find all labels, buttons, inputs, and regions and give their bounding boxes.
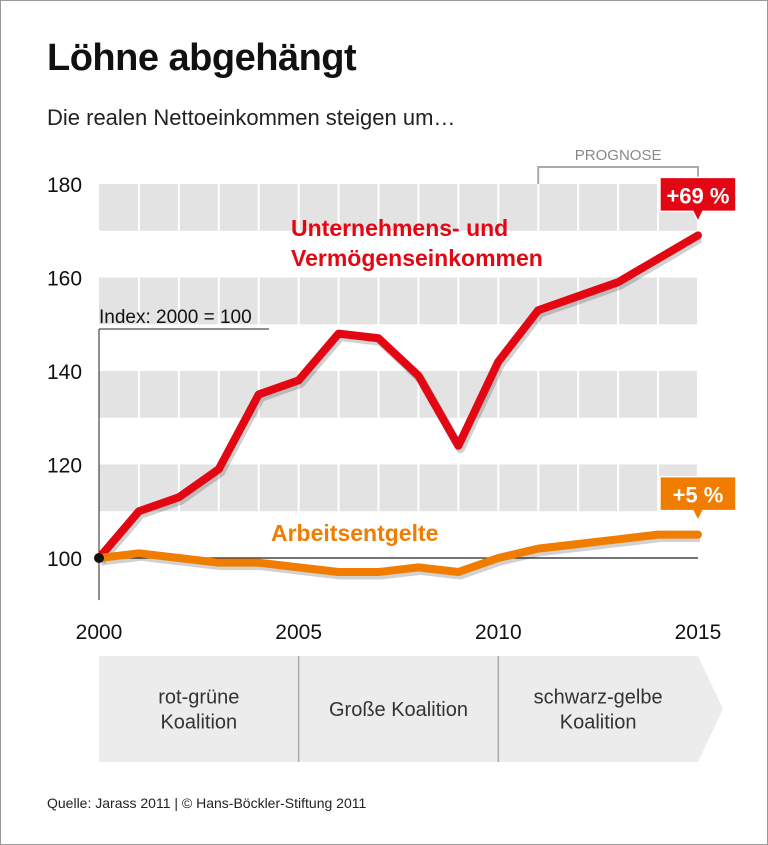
line-chart: Index: 2000 = 100 PROGNOSE 100 120 140 160 180… bbox=[47, 147, 737, 762]
grid-band bbox=[99, 184, 698, 231]
period-label: Große Koalition bbox=[329, 699, 468, 721]
x-tick-label: 2000 bbox=[76, 621, 123, 644]
end-label-badge bbox=[659, 176, 737, 224]
series-line bbox=[95, 530, 702, 577]
period-label: Koalition bbox=[160, 712, 237, 734]
x-tick-label: 2010 bbox=[475, 621, 522, 644]
period-label: rot-grüne bbox=[158, 687, 239, 709]
period-bar bbox=[99, 656, 723, 762]
source-note: Quelle: Jarass 2011 | © Hans-Böckler-Sti… bbox=[47, 795, 367, 811]
period-label: Koalition bbox=[560, 712, 637, 734]
index-note: Index: 2000 = 100 bbox=[99, 307, 252, 328]
series-label: Unternehmens- und bbox=[291, 215, 508, 241]
y-tick-label: 160 bbox=[47, 268, 82, 291]
y-tick-label: 100 bbox=[47, 548, 82, 571]
end-label-badge bbox=[659, 475, 737, 523]
subtitle: Die realen Nettoeinkommen steigen um… bbox=[47, 105, 456, 130]
forecast-bracket bbox=[537, 166, 699, 184]
grid-band bbox=[99, 371, 698, 418]
y-tick-label: 180 bbox=[47, 174, 82, 197]
end-label: +69 % bbox=[666, 183, 729, 208]
y-tick-label: 140 bbox=[47, 361, 82, 384]
forecast-label: PROGNOSE bbox=[575, 147, 662, 164]
series-line bbox=[95, 231, 702, 562]
period-label: schwarz-gelbe bbox=[534, 687, 663, 709]
origin-dot bbox=[94, 553, 104, 563]
series-label: Vermögenseinkommen bbox=[291, 245, 543, 271]
end-label: +5 % bbox=[673, 483, 724, 508]
x-tick-label: 2005 bbox=[275, 621, 322, 644]
y-tick-label: 120 bbox=[47, 455, 82, 478]
x-tick-label: 2015 bbox=[675, 621, 722, 644]
series-label: Arbeitsentgelte bbox=[271, 520, 438, 546]
page-title: Löhne abgehängt bbox=[47, 37, 357, 79]
